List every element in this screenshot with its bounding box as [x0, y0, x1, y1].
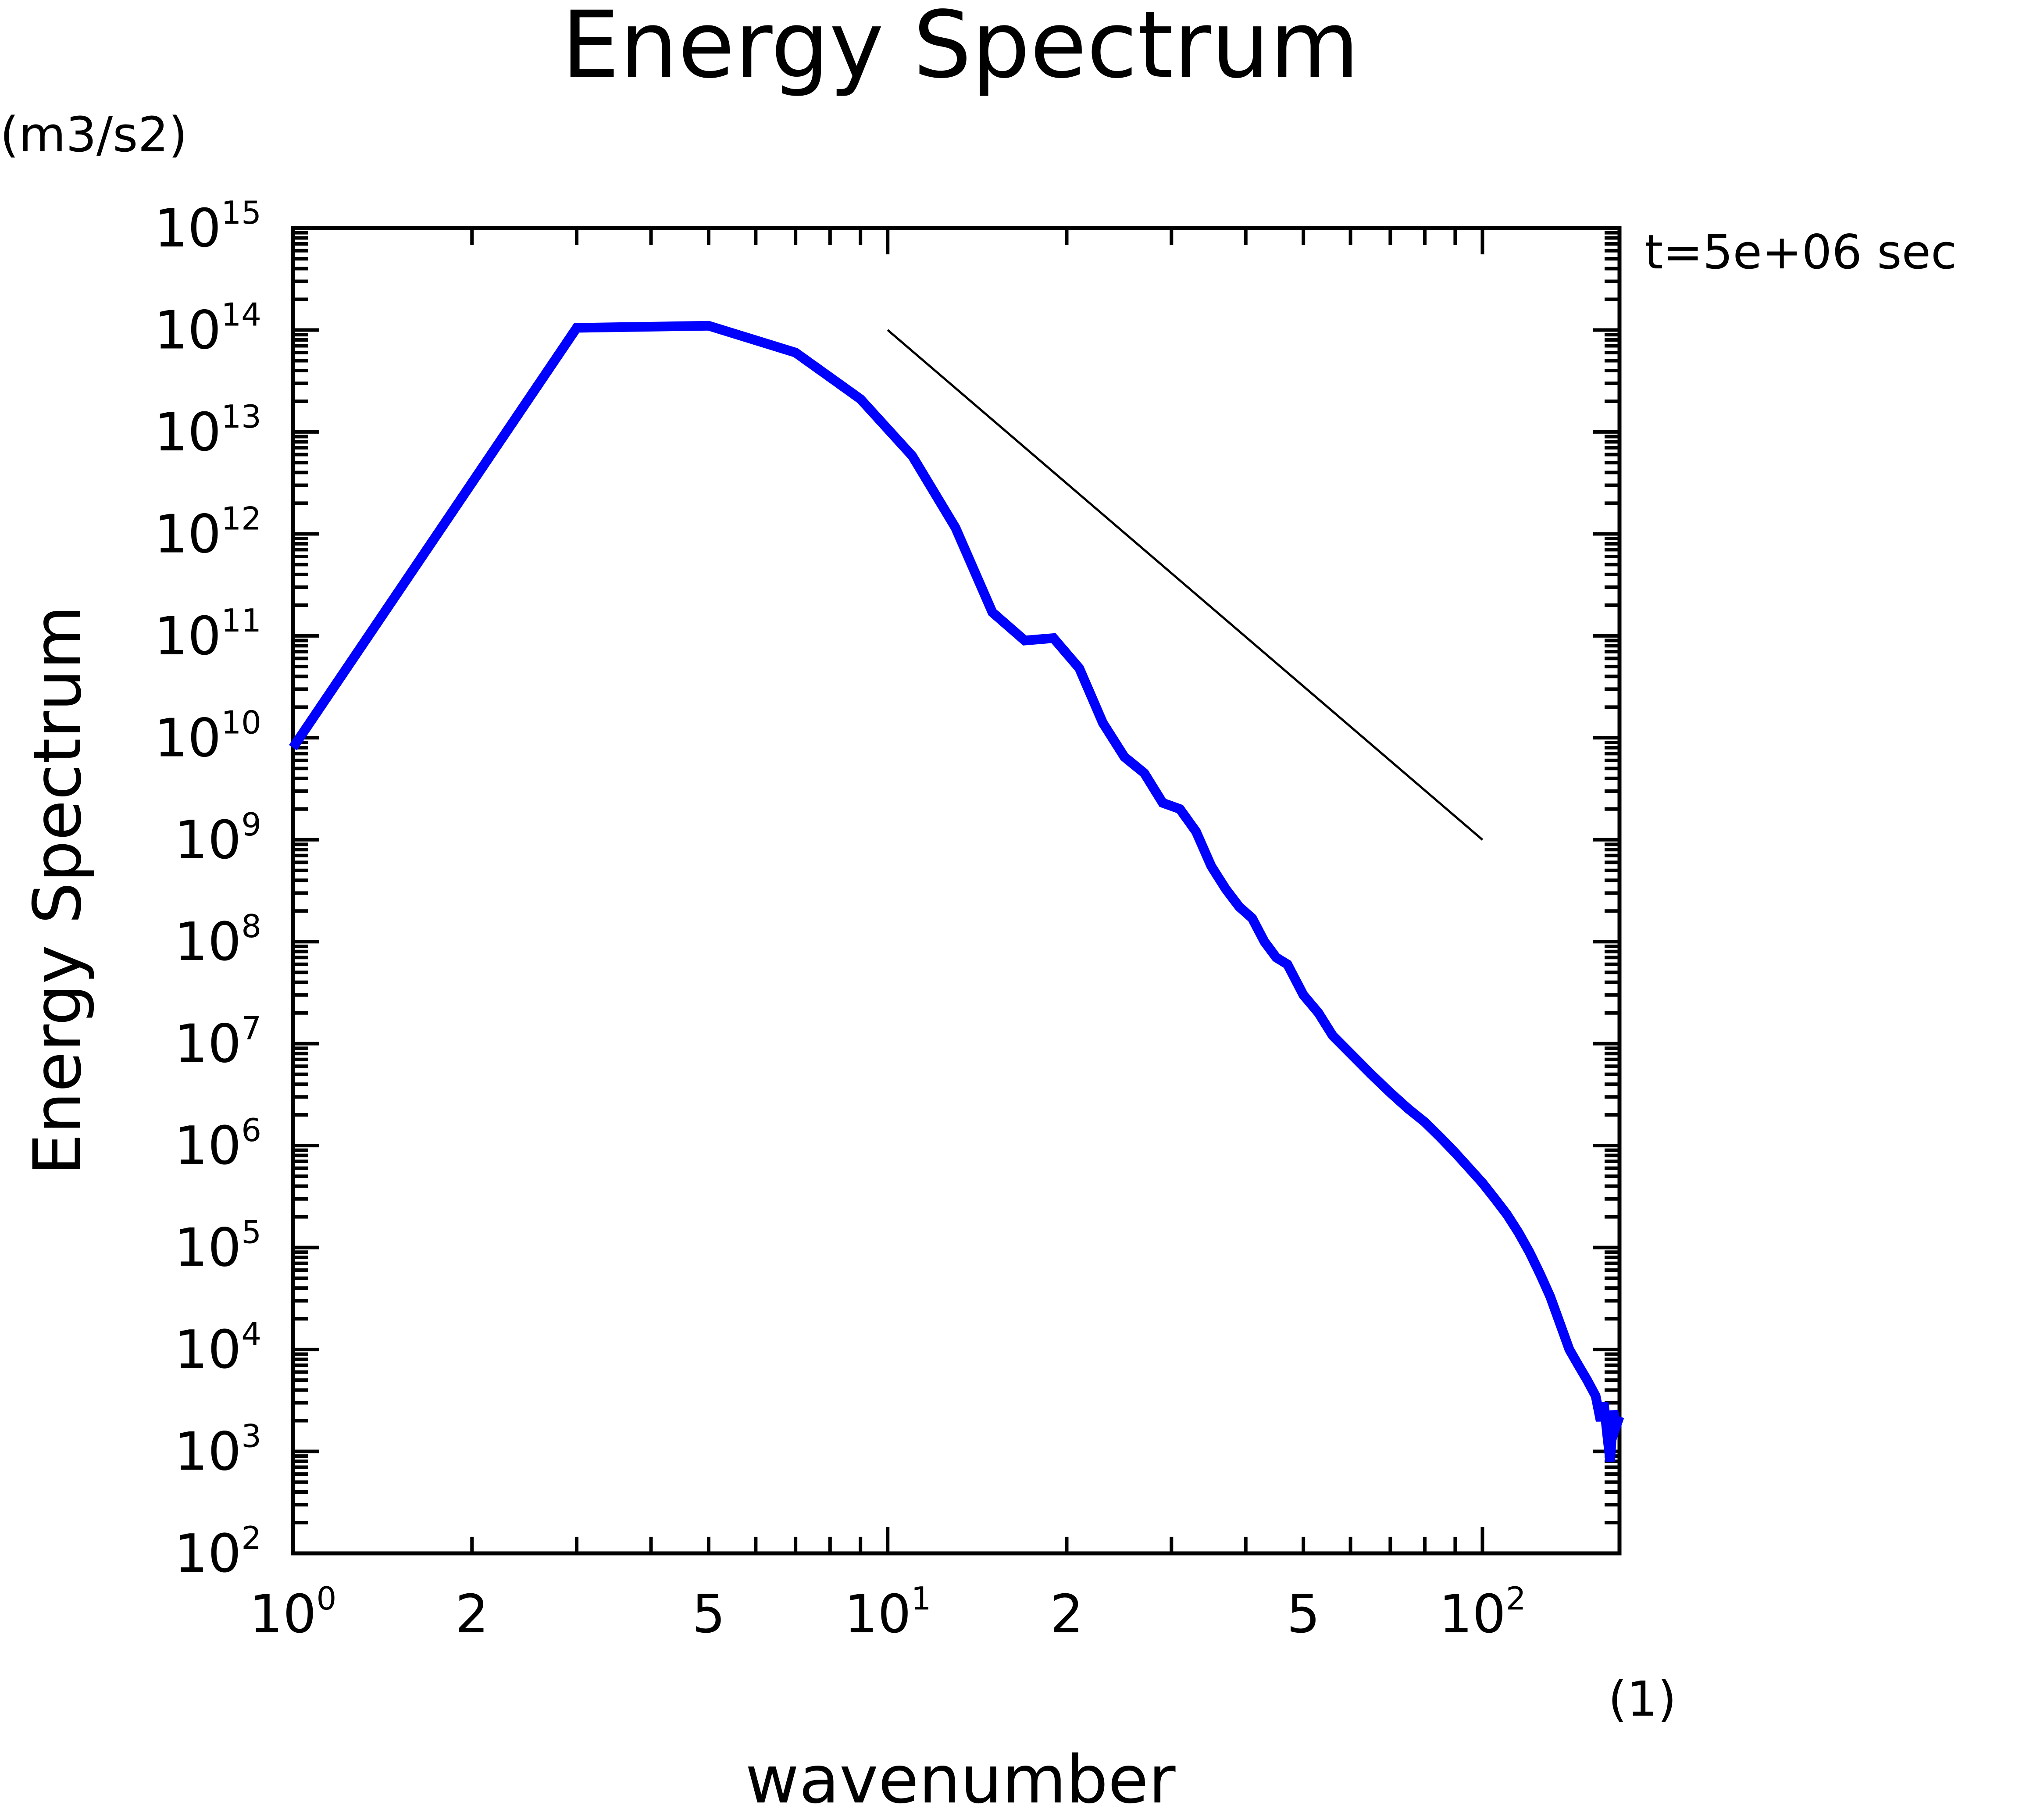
y-tick-label: 1011 [154, 602, 261, 667]
y-tick-exponent: 12 [221, 500, 261, 537]
x-tick-exponent: 0 [316, 1580, 336, 1617]
x-tick-label: 2 [1050, 1584, 1083, 1645]
y-tick-exponent: 3 [241, 1418, 261, 1455]
chart-title: Energy Spectrum [561, 0, 1359, 99]
time-annotation: t=5e+06 sec [1644, 225, 1957, 280]
y-tick-label: 1013 [154, 398, 261, 463]
y-tick-exponent: 4 [241, 1316, 261, 1353]
y-axis-unit: (m3/s2) [0, 107, 187, 163]
x-tick-label: 101 [844, 1580, 931, 1645]
y-tick-exponent: 7 [241, 1010, 261, 1047]
y-tick-exponent: 5 [241, 1214, 261, 1251]
y-tick-exponent: 11 [221, 602, 261, 639]
y-tick-label: 1012 [154, 500, 261, 565]
y-tick-label: 102 [174, 1520, 261, 1584]
y-tick-label: 107 [174, 1010, 261, 1075]
y-tick-exponent: 14 [221, 296, 261, 333]
y-tick-label: 104 [174, 1316, 261, 1381]
spectrum-line [289, 321, 1624, 1462]
x-tick-label: 5 [692, 1584, 725, 1645]
y-tick-label: 109 [174, 806, 261, 871]
y-axis-label: Energy Spectrum [20, 605, 96, 1175]
reference-slope-line [887, 329, 1484, 841]
plot-frame [291, 226, 1622, 1556]
x-axis-unit: (1) [1608, 1671, 1677, 1727]
x-tick-label: 2 [455, 1584, 489, 1645]
series-layer [289, 321, 1624, 1462]
x-axis-tick-labels: 100 2 5 101 2 5 102 [250, 1580, 1526, 1645]
y-tick-label: 105 [174, 1214, 261, 1279]
y-tick-label: 106 [174, 1112, 261, 1177]
x-axis-label: wavenumber [745, 1742, 1175, 1818]
x-axis-ticks [291, 228, 1484, 1553]
y-tick-exponent: 6 [241, 1112, 261, 1149]
y-tick-exponent: 13 [221, 398, 261, 435]
y-axis-tick-labels: 1021031041051061071081091010101110121013… [154, 194, 261, 1584]
y-tick-exponent: 9 [241, 806, 261, 843]
y-tick-label: 103 [174, 1418, 261, 1483]
y-axis-ticks [293, 226, 1619, 1555]
x-tick-exponent: 2 [1506, 1580, 1526, 1617]
x-tick-label: 5 [1287, 1584, 1320, 1645]
y-tick-exponent: 2 [241, 1520, 261, 1556]
y-tick-exponent: 10 [221, 704, 261, 741]
y-tick-label: 108 [174, 908, 261, 973]
x-tick-label: 100 [250, 1580, 337, 1645]
y-tick-label: 1010 [154, 704, 261, 769]
x-tick-exponent: 1 [911, 1580, 931, 1617]
y-tick-exponent: 8 [241, 908, 261, 945]
y-tick-exponent: 15 [221, 194, 261, 231]
y-tick-label: 1014 [154, 296, 261, 361]
y-tick-label: 1015 [154, 194, 261, 259]
x-tick-label: 102 [1439, 1580, 1526, 1645]
